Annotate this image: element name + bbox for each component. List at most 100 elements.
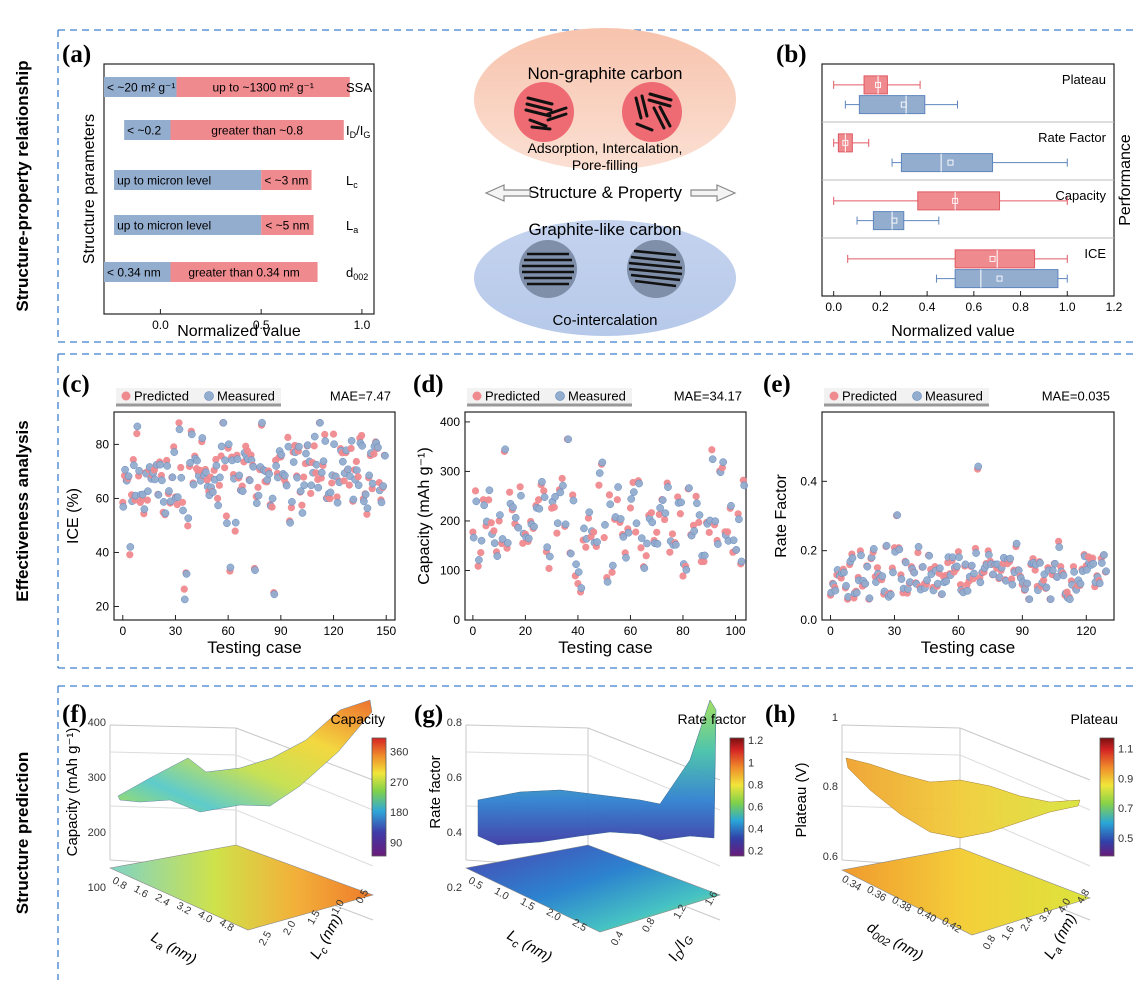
panel-c-point-measured bbox=[381, 451, 389, 460]
panel-h-floor bbox=[841, 847, 1091, 936]
panel-d-legend-measured-marker bbox=[555, 391, 565, 401]
panel-e-legend-box bbox=[824, 388, 989, 404]
panel-d-point-measured bbox=[517, 491, 525, 500]
panel-d-point-predicted bbox=[582, 543, 590, 551]
panel-e-point-measured bbox=[918, 563, 927, 571]
panel-g-colorbar-tick: 0.8 bbox=[748, 779, 763, 791]
panel-e-point-measured bbox=[852, 588, 861, 597]
panel-h-ytick-label: 0.8 bbox=[981, 933, 999, 952]
panel-b-xtick-label: 0.4 bbox=[919, 300, 936, 314]
panel-d-point-measured bbox=[643, 539, 651, 548]
panel-d-point-measured bbox=[640, 564, 649, 572]
panel-b-xtick-label: 0.8 bbox=[1012, 300, 1029, 314]
panel-g-ylabel: ID/IG bbox=[665, 930, 697, 966]
panel-b-box-plot: Performance Normalized value Plateau Rate… bbox=[821, 63, 1134, 340]
panel-d-point-measured bbox=[609, 561, 617, 570]
panel-b-mean bbox=[989, 255, 996, 262]
panel-a-bar-chart: Structure parameters Normalized value < … bbox=[81, 63, 375, 340]
panel-g-ztick: 0.6 bbox=[447, 772, 462, 784]
panel-e-point-measured bbox=[1098, 559, 1106, 567]
panel-d-legend-box bbox=[467, 388, 632, 404]
panel-d-point-measured bbox=[540, 493, 549, 502]
panel-d-point-measured bbox=[672, 540, 680, 549]
panel-b-group-label: Plateau bbox=[1062, 72, 1106, 87]
panel-c-point-measured bbox=[158, 476, 166, 485]
panel-a-xlabel: Normalized value bbox=[177, 323, 301, 340]
panel-e-ytick-label: 0.0 bbox=[800, 613, 817, 627]
panel-h-surface-mesh bbox=[845, 757, 1081, 839]
right-arrow-icon bbox=[690, 184, 737, 202]
panel-f-ztick: 200 bbox=[88, 827, 106, 839]
panel-c-point-measured bbox=[344, 465, 352, 474]
panel-c-point-measured bbox=[272, 462, 280, 470]
panel-d-point-predicted bbox=[708, 446, 716, 454]
panel-c-point-measured bbox=[360, 497, 368, 506]
panel-d-point-measured bbox=[740, 481, 749, 490]
panel-d-point-measured bbox=[627, 495, 636, 503]
panel-h-ytick-label: 1.6 bbox=[999, 924, 1017, 943]
panel-c-point-predicted bbox=[354, 473, 362, 481]
non-graphite-title: Non-graphite carbon bbox=[528, 64, 683, 83]
panel-a-param-label: d002 bbox=[346, 265, 368, 282]
panel-d-point-measured bbox=[598, 458, 607, 467]
panel-d-point-measured bbox=[595, 469, 604, 477]
panel-c-legend-predicted: Predicted bbox=[134, 389, 189, 404]
panel-b-xtick-label: 0.2 bbox=[872, 300, 889, 314]
panel-h-colorbar-tick: 0.7 bbox=[1118, 803, 1133, 815]
panel-c-ylabel: ICE (%) bbox=[65, 488, 82, 544]
panel-e-mae-annotation: MAE=0.035 bbox=[1042, 389, 1110, 404]
panel-d-point-predicted bbox=[679, 572, 687, 580]
panel-f-ytick-label: 2.0 bbox=[281, 919, 299, 938]
panel-e-point-measured bbox=[1055, 543, 1064, 552]
panel-e-point-measured bbox=[1089, 559, 1098, 568]
panel-d-point-measured bbox=[637, 534, 646, 543]
panel-b-xtick-label: 0.6 bbox=[965, 300, 982, 314]
panel-c-point-measured bbox=[135, 466, 143, 475]
panel-c-point-measured bbox=[298, 509, 307, 517]
panel-c-point-predicted bbox=[333, 493, 341, 501]
panel-c-point-measured bbox=[317, 468, 326, 477]
panel-a-bar-blue-label: up to micron level bbox=[117, 174, 211, 188]
panel-c-point-measured bbox=[121, 465, 129, 474]
panel-e-frame bbox=[821, 411, 1115, 621]
panel-d-point-measured bbox=[553, 519, 562, 528]
panel-c-xtick-label: 30 bbox=[169, 624, 183, 638]
panel-c-point-measured bbox=[168, 473, 177, 482]
panel-d-xtick-label: 80 bbox=[676, 624, 690, 638]
panel-a-bar-blue-label: < ~0.2 bbox=[127, 124, 161, 138]
panel-c-point-measured bbox=[293, 473, 302, 482]
panel-e-point-measured bbox=[1008, 580, 1017, 589]
panel-e-point-measured bbox=[953, 562, 961, 571]
left-arrow-icon bbox=[484, 184, 531, 202]
panel-c-point-predicted bbox=[310, 442, 318, 450]
panel-d-point-measured bbox=[653, 539, 662, 548]
panel-c-point-predicted bbox=[317, 474, 325, 482]
panel-d-point-predicted bbox=[689, 521, 698, 530]
panel-c-point-predicted bbox=[231, 527, 239, 535]
panel-d-point-predicted bbox=[724, 528, 732, 536]
panel-a-frame bbox=[103, 63, 375, 315]
panel-c-legend-measured: Measured bbox=[217, 389, 275, 404]
panel-g-ytick-label: 0.4 bbox=[609, 929, 627, 948]
panel-h-ztick: 0.8 bbox=[823, 781, 838, 793]
panel-f-zlabel: Capacity (mAh g⁻¹) bbox=[64, 728, 81, 857]
row-label-1: Structure-property relationship bbox=[13, 60, 32, 311]
panel-c-point-measured bbox=[249, 462, 258, 471]
disordered-carbon-icon bbox=[514, 82, 574, 142]
panel-c-point-predicted bbox=[268, 503, 276, 511]
panel-c-xtick-label: 120 bbox=[324, 624, 344, 638]
panel-c-point-measured bbox=[235, 471, 244, 480]
panel-d-point-predicted bbox=[590, 528, 598, 536]
panel-d-point-measured bbox=[545, 552, 554, 561]
panel-d-legend-predicted: Predicted bbox=[485, 389, 540, 404]
panel-a-bar-red-label: greater than ~0.8 bbox=[211, 124, 303, 138]
panel-letter-h: (h) bbox=[765, 701, 796, 728]
panel-g-colorbar-tick: 1 bbox=[748, 757, 754, 769]
panel-d-point-measured bbox=[566, 549, 575, 558]
panel-c-point-predicted bbox=[175, 419, 183, 427]
panel-d-point-predicted bbox=[642, 552, 650, 560]
panel-e-xtick-label: 0 bbox=[827, 624, 834, 638]
panel-f-surface: 400 300 200 100 Capacity (mAh g⁻¹) 0.8 1.… bbox=[64, 699, 408, 971]
panel-c-xlabel: Testing case bbox=[207, 638, 302, 657]
panel-e-point-measured bbox=[1102, 567, 1110, 576]
